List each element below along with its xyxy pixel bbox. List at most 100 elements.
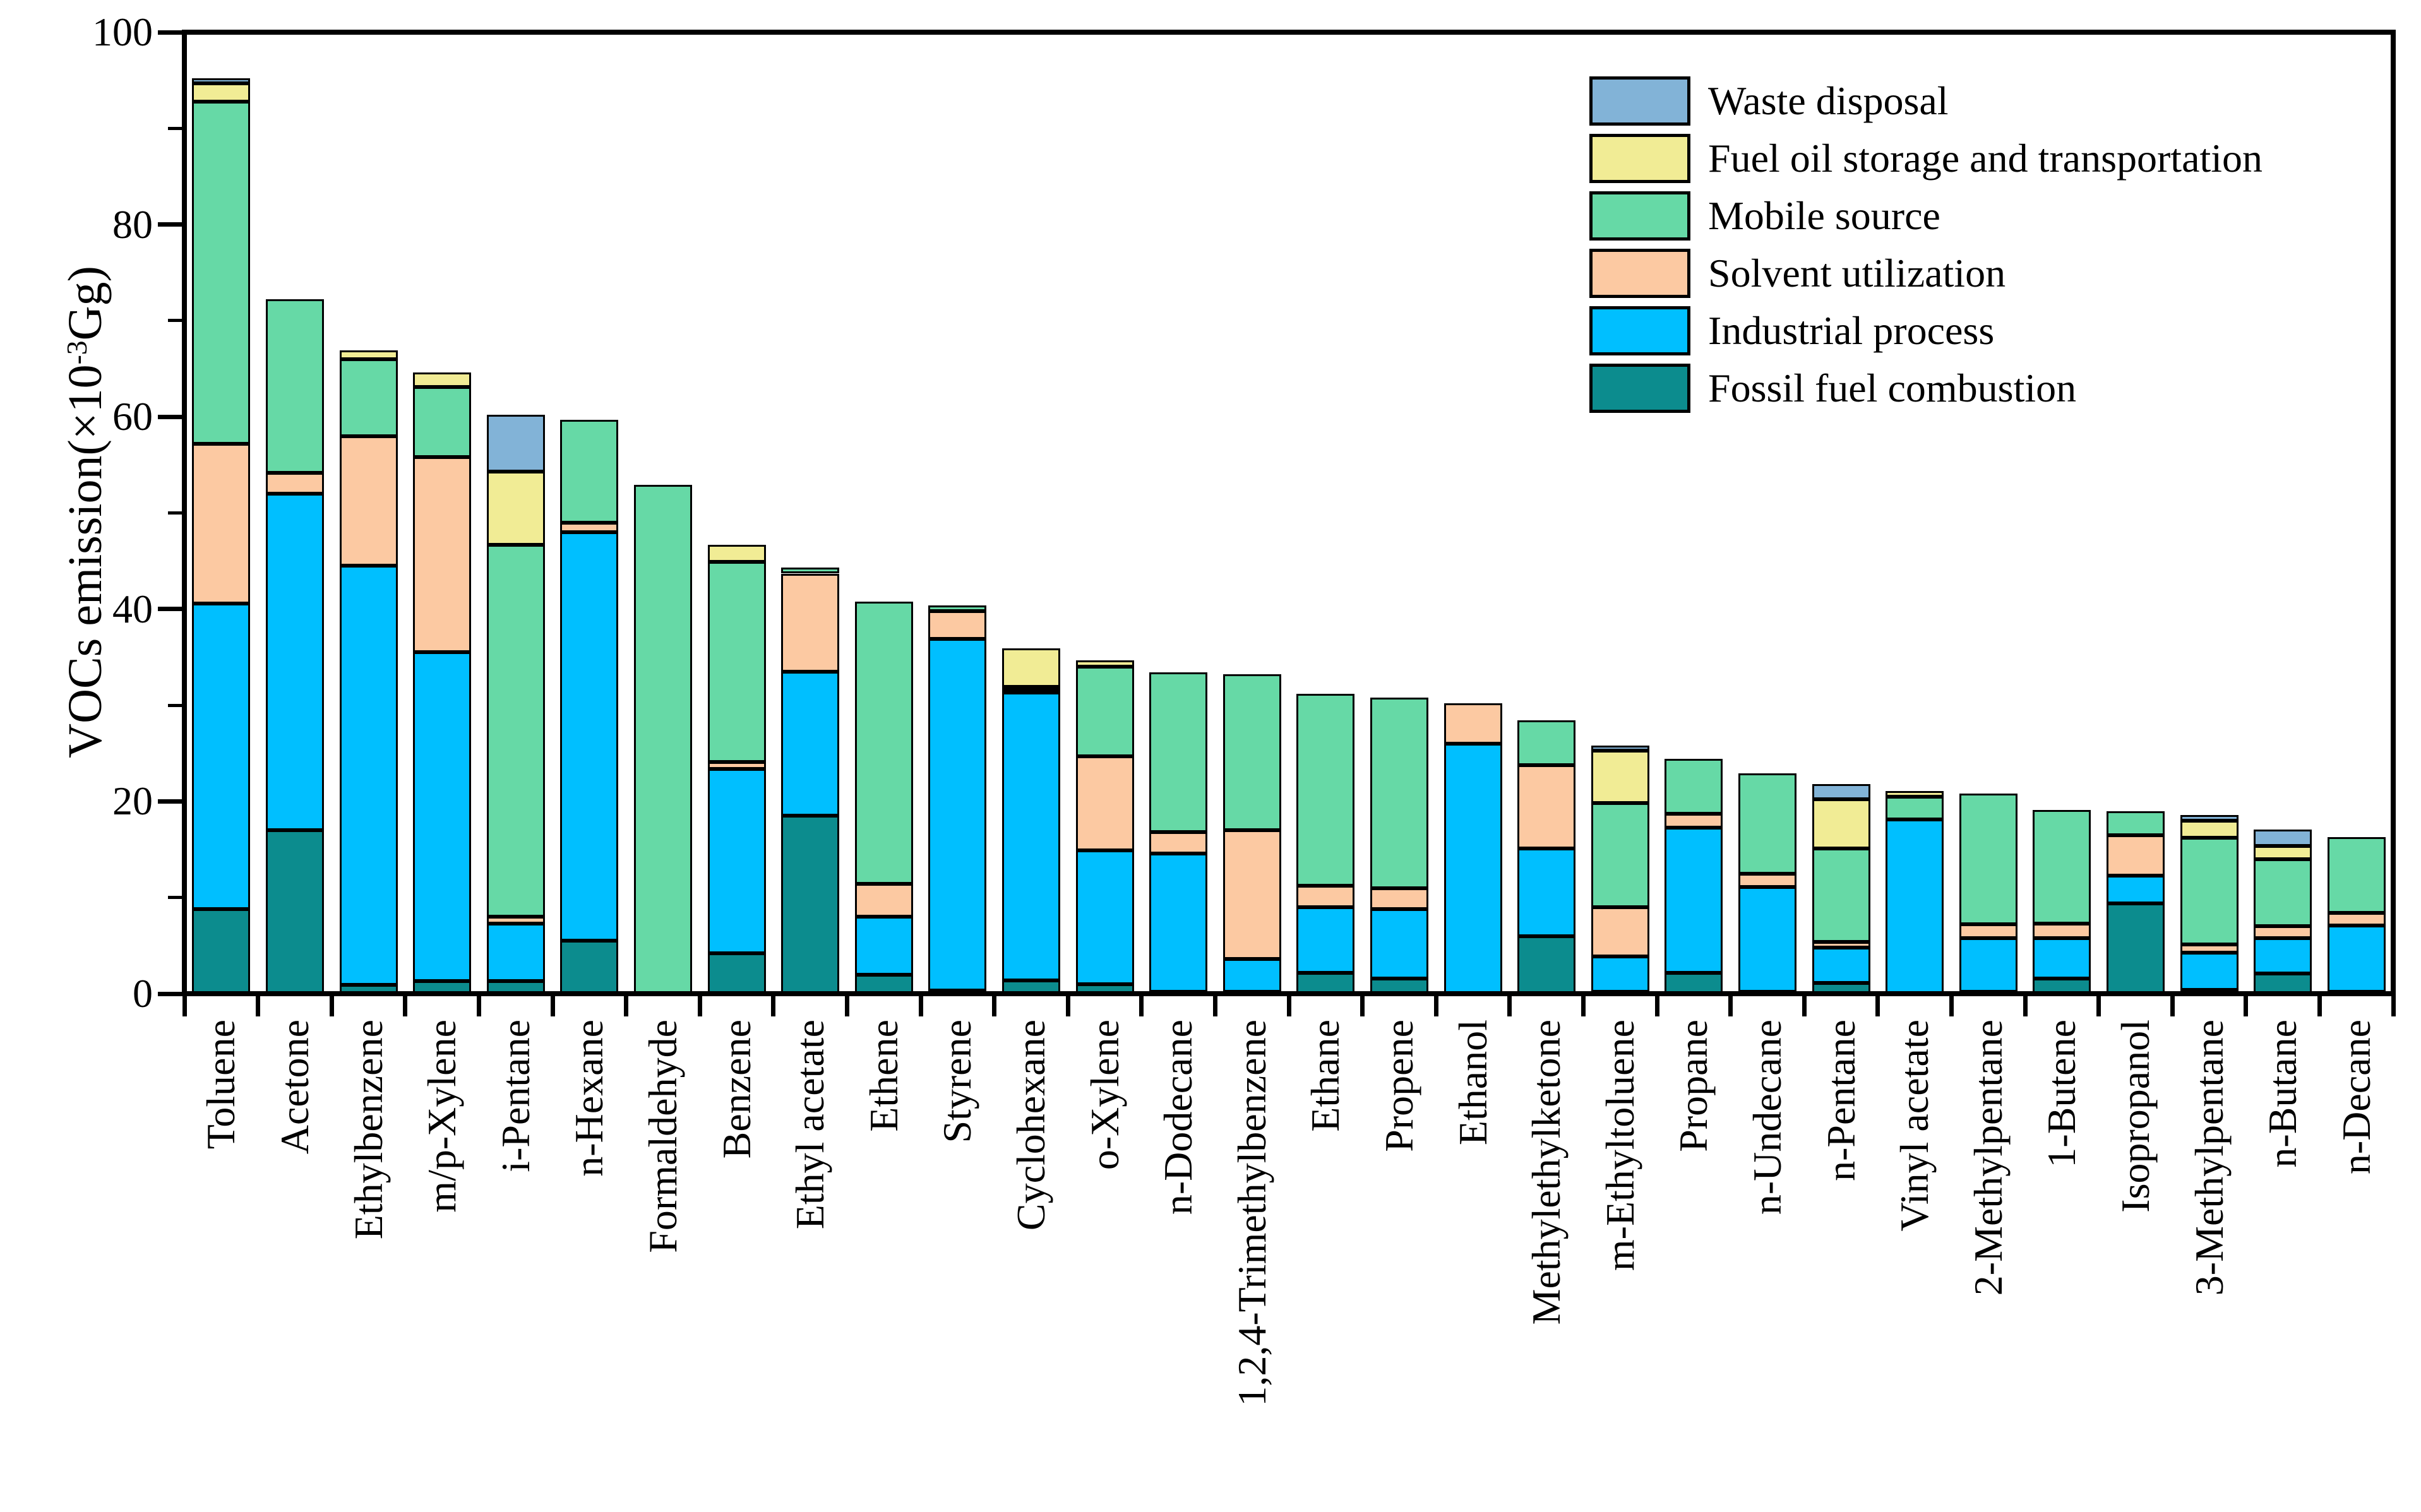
bar-segment [928,610,987,639]
bar-segment [1222,674,1281,831]
x-tick [624,996,629,1016]
bar-segment [560,522,619,532]
bar-segment [192,603,251,909]
bar-segment [1591,907,1649,956]
bar-segment [413,372,472,387]
bar-segment [781,568,840,574]
x-tick [1581,996,1586,1016]
legend-item: Industrial process [1589,306,2263,355]
bar-segment [1517,848,1576,936]
bar-segment [560,941,619,994]
x-category-label: o-Xylene [1082,1020,1127,1170]
bar-segment [707,953,766,994]
bar-segment [2254,973,2312,994]
bar-segment [1812,799,1870,848]
bar-segment [1075,850,1134,984]
x-category-label: Benzene [714,1020,759,1159]
x-category-label: n-Decane [2333,1020,2379,1175]
x-tick [697,996,702,1016]
x-category-label: Ethyl acetate [787,1020,833,1230]
bar-segment [633,485,692,994]
bar-segment [486,917,545,924]
bar-segment [928,639,987,991]
y-axis-title-exponent: -3 [61,340,93,365]
x-category-label: 1,2,4-Trimethylbenzene [1229,1020,1274,1407]
x-tick [2391,996,2396,1016]
bar-segment [1959,794,2018,925]
x-tick [550,996,555,1016]
bar-segment [413,652,472,982]
bar-segment [1738,773,1796,874]
bar-segment [265,472,324,494]
legend-label: Solvent utilization [1708,251,2006,295]
bar-segment [1149,853,1208,992]
y-axis-title: VOCs emission(×10-3Gg) [55,165,116,859]
x-category-label: Ethylbenzene [345,1020,391,1240]
legend-swatch [1589,76,1690,126]
x-tick [1139,996,1144,1016]
bar-segment [2106,875,2165,903]
bar-segment [2254,938,2312,973]
x-category-label: m/p-Xylene [419,1020,465,1213]
bar-segment [1591,750,1649,804]
y-tick-label: 0 [133,971,153,1016]
x-category-label: 1-Butene [2039,1020,2084,1168]
legend-item: Solvent utilization [1589,249,2263,298]
x-category-label: Formaldehyde [640,1020,685,1253]
bar-segment [1517,936,1576,994]
x-category-label: n-Butane [2260,1020,2305,1168]
bar-segment [1665,972,1723,994]
x-tick [2317,996,2322,1016]
bar-segment [1812,784,1870,800]
bar-segment [1370,908,1428,979]
bar-segment [265,299,324,473]
bar-segment [781,671,840,816]
x-tick [1507,996,1512,1016]
y-minor-tick [168,896,182,900]
bar-segment [1812,848,1870,942]
legend-item: Mobile source [1589,191,2263,241]
bar-segment [1001,693,1060,980]
bar-segment [1149,672,1208,833]
bar-segment [1222,959,1281,992]
bar-segment [1444,703,1502,744]
x-category-label: Vinyl acetate [1892,1020,1937,1232]
x-tick [844,996,849,1016]
y-tick-label: 80 [112,201,153,247]
x-tick [2244,996,2249,1016]
bar-segment [560,419,619,523]
x-category-label: 2-Methylpentane [1965,1020,2011,1296]
bar-segment [486,415,545,472]
legend-swatch [1589,191,1690,241]
bar-segment [1075,667,1134,756]
x-category-label: Ethene [861,1020,906,1132]
bar-segment [1075,660,1134,667]
bar-segment [1665,827,1723,973]
x-tick [992,996,997,1016]
bar-segment [486,544,545,917]
bar-segment [486,472,545,545]
bar-segment [1886,790,1944,797]
legend-label: Waste disposal [1708,78,1949,123]
bar-segment [2180,944,2239,953]
bar-segment [1665,759,1723,814]
bar-segment [928,605,987,611]
bar-segment [781,573,840,672]
bar-segment [339,350,398,359]
bar-segment [1296,907,1355,973]
y-minor-tick [168,319,182,323]
bar-segment [1812,947,1870,984]
bar-segment [781,816,840,994]
x-category-label: Cyclohexane [1008,1020,1053,1231]
legend-label: Fuel oil storage and transportation [1708,136,2263,181]
legend-label: Fossil fuel combustion [1708,366,2077,410]
x-category-label: 3-Methylpentane [2186,1020,2232,1296]
y-axis-title-unit: Gg) [59,266,112,341]
bar-segment [1075,756,1134,851]
bar-segment [192,909,251,994]
bar-segment [1296,972,1355,994]
right-spine [2391,30,2396,996]
bar-segment [1886,796,1944,820]
bar-segment [854,601,913,884]
